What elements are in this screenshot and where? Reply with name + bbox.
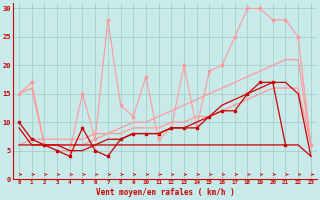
X-axis label: Vent moyen/en rafales ( km/h ): Vent moyen/en rafales ( km/h ) [96,188,234,197]
